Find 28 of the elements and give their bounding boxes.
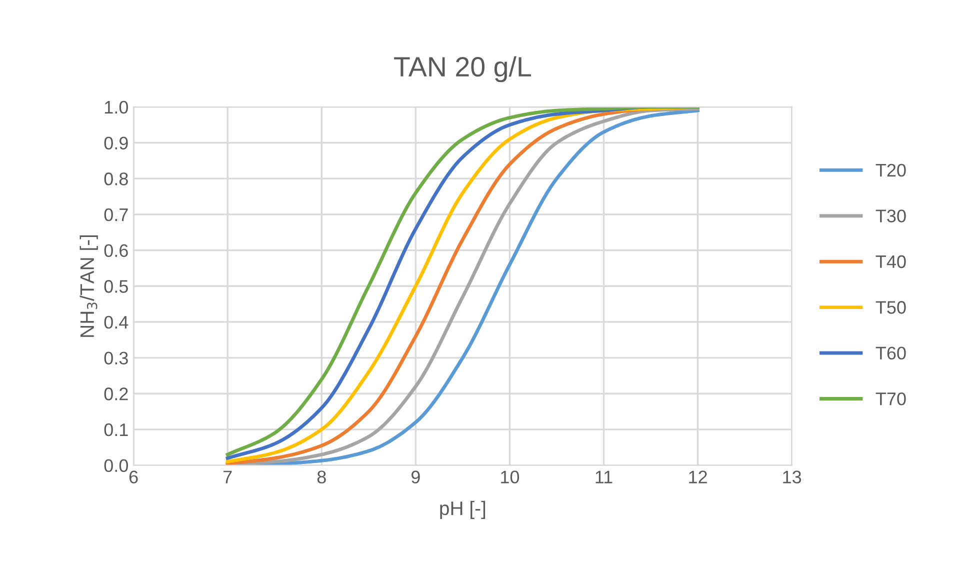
y-axis-title: NH$_{3}$/TAN [-] [80,235,98,337]
y-tick-label: 0.5 [104,280,128,293]
legend-label: T50 [876,301,906,314]
x-axis-title: pH [-] [440,500,486,519]
x-tick-label: 6 [129,470,138,484]
x-tick-label: 7 [224,470,232,484]
legend-label: T40 [876,255,906,268]
y-tick-label: 0.4 [104,316,128,329]
legend-label: T70 [876,392,906,406]
x-tick-label: 9 [411,470,420,484]
y-tick-label: 0.3 [104,352,128,364]
y-tick-label: 0.7 [104,208,128,222]
legend-label: T30 [876,210,906,222]
y-tick-label: 0.1 [104,423,128,436]
y-tick-label: 0.6 [104,244,128,257]
x-tick-label: 11 [596,470,612,484]
x-tick-label: 13 [783,470,802,484]
legend-label: T20 [876,164,906,177]
y-tick-label: 0.0 [104,459,128,472]
y-tick-label: 0.8 [104,172,128,186]
y-tick-label: 1.0 [104,100,128,114]
x-tick-label: 12 [689,470,707,484]
x-tick-label: 8 [317,470,326,484]
y-tick-label: 0.9 [104,136,128,150]
legend-label: T60 [876,346,906,360]
y-tick-label: 0.2 [104,388,128,400]
chart-title: TAN 20 g/L [394,56,531,82]
x-tick-label: 10 [501,470,520,484]
